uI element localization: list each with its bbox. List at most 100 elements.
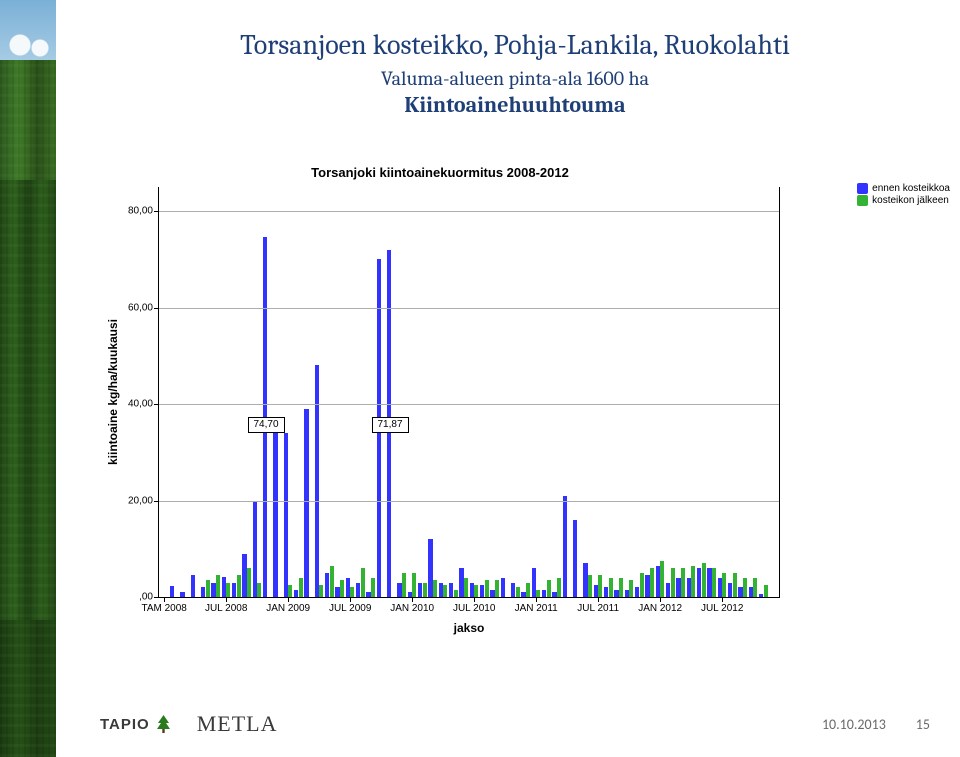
xtick-mark bbox=[412, 597, 413, 602]
ytick-label: 20,00 bbox=[128, 495, 153, 506]
chart-xlabel: jakso bbox=[454, 621, 485, 635]
bar-green bbox=[216, 575, 220, 597]
xtick-label: TAM 2008 bbox=[141, 603, 186, 614]
bar-blue bbox=[315, 365, 319, 597]
xtick-mark bbox=[722, 597, 723, 602]
bar-green bbox=[206, 580, 210, 597]
bar-green bbox=[474, 585, 478, 597]
bar-blue bbox=[180, 592, 184, 597]
bar-green bbox=[681, 568, 685, 597]
legend-swatch-blue bbox=[857, 183, 868, 194]
ytick-mark bbox=[154, 404, 159, 405]
bar-green bbox=[588, 575, 592, 597]
tapio-text: TAPIO bbox=[100, 716, 150, 733]
bar-green bbox=[330, 566, 334, 597]
chart-ylabel: kiintoaine kg/ha/kuukausi bbox=[106, 319, 120, 465]
xtick-mark bbox=[660, 597, 661, 602]
bar-green bbox=[454, 590, 458, 597]
bar-green bbox=[764, 585, 768, 597]
bar-green bbox=[536, 590, 540, 597]
gridline bbox=[159, 211, 779, 212]
bar-blue bbox=[563, 496, 567, 597]
legend-label-jalkeen: kosteikon jälkeen bbox=[872, 195, 949, 207]
ytick-mark bbox=[154, 501, 159, 502]
chart-legend: ennen kosteikkoa kosteikon jälkeen bbox=[857, 183, 950, 206]
gridline bbox=[159, 501, 779, 502]
ytick-mark bbox=[154, 597, 159, 598]
gridline bbox=[159, 404, 779, 405]
bar-green bbox=[547, 580, 551, 597]
bar-green bbox=[464, 578, 468, 597]
tree-icon bbox=[156, 715, 171, 733]
bar-green bbox=[412, 573, 416, 597]
ytick-label: 40,00 bbox=[128, 399, 153, 410]
xtick-label: JUL 2012 bbox=[701, 603, 743, 614]
xtick-mark bbox=[288, 597, 289, 602]
bar-green bbox=[753, 578, 757, 597]
bar-green bbox=[640, 573, 644, 597]
bar-green bbox=[433, 580, 437, 597]
chart-plot-area: kiintoaine kg/ha/kuukausi jakso ,0020,00… bbox=[158, 187, 780, 598]
bar-green bbox=[733, 573, 737, 597]
bar-green bbox=[237, 575, 241, 597]
callout-label: 74,70 bbox=[248, 417, 285, 433]
bar-green bbox=[598, 575, 602, 597]
bar-green bbox=[557, 578, 561, 597]
metla-logo: METLA bbox=[197, 711, 278, 737]
bar-green bbox=[702, 563, 706, 597]
bar-green bbox=[226, 583, 230, 597]
bar-green bbox=[712, 568, 716, 597]
bar-green bbox=[650, 568, 654, 597]
chart-container: Torsanjoki kiintoainekuormitus 2008-2012… bbox=[100, 165, 870, 645]
bar-green bbox=[350, 587, 354, 597]
tapio-logo: TAPIO bbox=[100, 715, 171, 733]
bar-green bbox=[495, 580, 499, 597]
xtick-label: JUL 2008 bbox=[205, 603, 247, 614]
legend-item-jalkeen: kosteikon jälkeen bbox=[857, 195, 950, 207]
legend-item-ennen: ennen kosteikkoa bbox=[857, 183, 950, 195]
gridline bbox=[159, 308, 779, 309]
nature-photo-strip bbox=[0, 0, 56, 757]
xtick-mark bbox=[598, 597, 599, 602]
bar-blue bbox=[170, 586, 174, 597]
bar-green bbox=[609, 578, 613, 597]
bar-green bbox=[743, 578, 747, 597]
legend-label-ennen: ennen kosteikkoa bbox=[872, 183, 950, 195]
bar-blue bbox=[304, 409, 308, 597]
chart-bars bbox=[159, 187, 779, 597]
bar-green bbox=[340, 580, 344, 597]
page-title-block: Torsanjoen kosteikko, Pohja-Lankila, Ruo… bbox=[110, 28, 920, 118]
xtick-mark bbox=[536, 597, 537, 602]
bar-green bbox=[691, 566, 695, 597]
bar-green bbox=[485, 580, 489, 597]
bar-green bbox=[722, 573, 726, 597]
footer-page-number: 15 bbox=[916, 716, 930, 733]
xtick-label: JUL 2010 bbox=[453, 603, 495, 614]
xtick-label: JUL 2011 bbox=[577, 603, 619, 614]
xtick-label: JAN 2011 bbox=[515, 603, 558, 614]
ytick-mark bbox=[154, 308, 159, 309]
xtick-label: JAN 2010 bbox=[390, 603, 434, 614]
footer: TAPIO METLA 10.10.2013 15 bbox=[100, 709, 930, 739]
bar-green bbox=[361, 568, 365, 597]
bar-green bbox=[423, 583, 427, 597]
bar-green bbox=[319, 585, 323, 597]
ytick-mark bbox=[154, 211, 159, 212]
bar-blue bbox=[284, 433, 288, 597]
bar-green bbox=[402, 573, 406, 597]
bar-green bbox=[629, 580, 633, 597]
bar-green bbox=[257, 583, 261, 597]
legend-swatch-green bbox=[857, 195, 868, 206]
bar-green bbox=[288, 585, 292, 597]
bar-blue bbox=[191, 575, 195, 597]
page-title-line2: Valuma-alueen pinta-ala 1600 ha bbox=[110, 67, 920, 90]
bar-green bbox=[443, 585, 447, 597]
ytick-label: 80,00 bbox=[128, 206, 153, 217]
footer-date: 10.10.2013 bbox=[822, 716, 886, 733]
xtick-mark bbox=[350, 597, 351, 602]
callout-label: 71,87 bbox=[372, 417, 409, 433]
ytick-label: ,00 bbox=[139, 592, 153, 603]
ytick-label: 60,00 bbox=[128, 302, 153, 313]
bar-green bbox=[299, 578, 303, 597]
bar-green bbox=[516, 587, 520, 597]
